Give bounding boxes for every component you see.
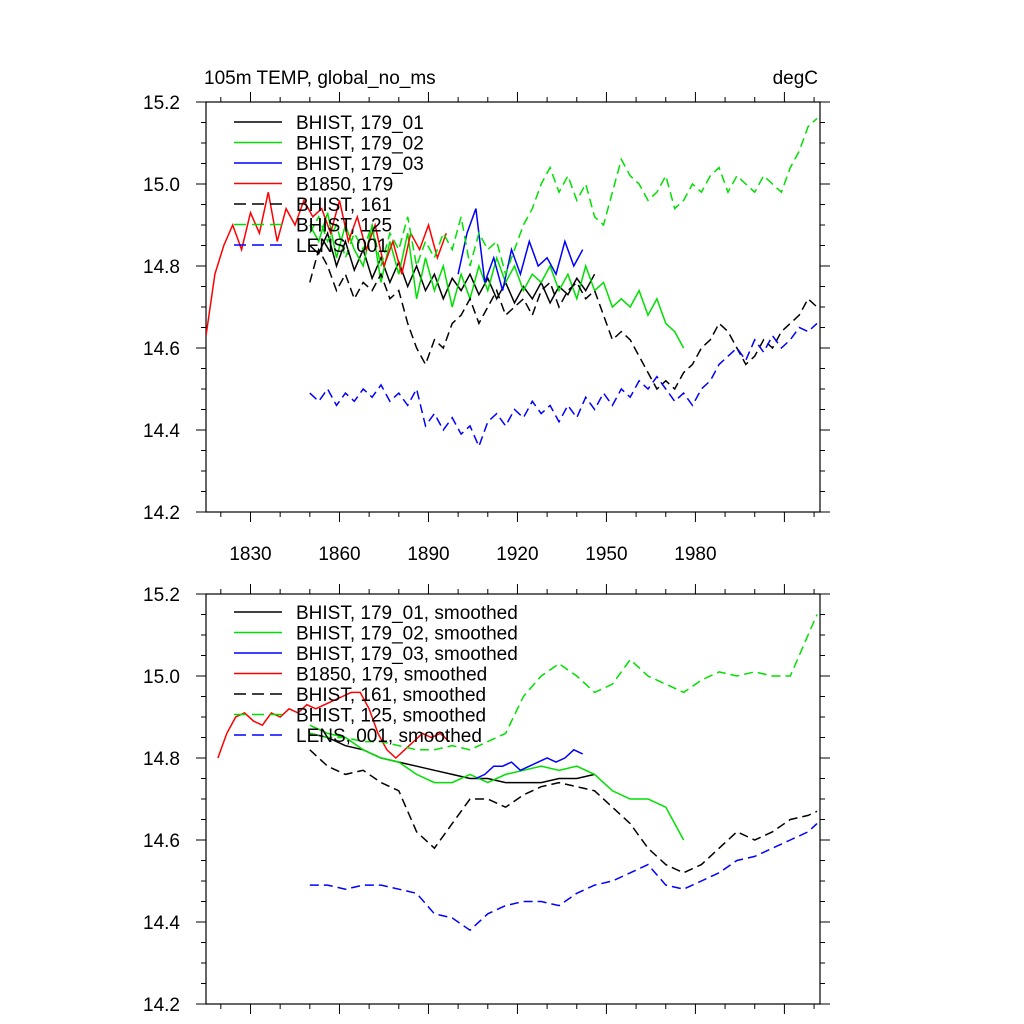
legend-label: BHIST, 179_03, smoothed <box>296 644 518 665</box>
series-line-5 <box>309 117 818 277</box>
series-line-0 <box>309 732 595 784</box>
series-line-3 <box>217 691 450 760</box>
y-tick-label: 14.8 <box>143 749 180 770</box>
x-tick-label: 1920 <box>496 544 538 565</box>
legend-label: BHIST, 179_02 <box>296 134 424 155</box>
legend-label: BHIST, 179_01, smoothed <box>296 603 518 624</box>
series-line-2 <box>457 208 584 291</box>
legend-label: BHIST, 161, smoothed <box>296 685 486 706</box>
y-tick-label: 14.2 <box>143 995 180 1016</box>
y-tick-label: 15.0 <box>143 175 180 196</box>
x-tick-label: 1980 <box>674 544 716 565</box>
y-tick-label: 14.6 <box>143 339 180 360</box>
y-tick-label: 15.2 <box>143 585 180 606</box>
legend-label: LENS, 001, smoothed <box>296 726 482 747</box>
series-line-1 <box>309 724 685 841</box>
x-tick-label: 1950 <box>585 544 627 565</box>
legend-label: BHIST, 125, smoothed <box>296 706 486 727</box>
y-tick-label: 14.8 <box>143 257 180 278</box>
units-label: degC <box>773 68 818 89</box>
top-panel: 1830 1860 1890 1920 1950 1980 14.2 14.4 14.6 14.8… <box>143 68 830 565</box>
legend-label: LENS, 001 <box>296 236 388 257</box>
series-line-6 <box>309 823 818 932</box>
series-line-3 <box>206 192 448 336</box>
y-tick-label: 15.0 <box>143 667 180 688</box>
series-line-4 <box>309 247 818 391</box>
series-line-4 <box>309 749 818 874</box>
legend-label: BHIST, 179_02, smoothed <box>296 624 518 645</box>
series-line-5 <box>309 614 818 751</box>
legend-label: BHIST, 179_01 <box>296 113 424 134</box>
legend-label: BHIST, 125 <box>296 216 392 237</box>
chart-title: 105m TEMP, global_no_ms <box>204 68 436 89</box>
y-tick-label: 14.4 <box>143 421 180 442</box>
series-line-2 <box>475 748 584 780</box>
y-tick-label: 14.6 <box>143 831 180 852</box>
y-tick-label: 14.2 <box>143 503 180 524</box>
x-tick-label: 1890 <box>407 544 449 565</box>
x-tick-label: 1860 <box>318 544 360 565</box>
legend-label: B1850, 179 <box>296 175 393 196</box>
legend-label: BHIST, 161 <box>296 195 392 216</box>
series-line-0 <box>309 230 596 305</box>
legend-label: B1850, 179, smoothed <box>296 665 487 686</box>
y-tick-label: 15.2 <box>143 93 180 114</box>
bottom-panel: 14.2 14.4 14.6 14.8 15.0 15.2 BHIST, 179_01, s… <box>143 584 830 1016</box>
y-tick-label: 14.4 <box>143 913 180 934</box>
series-line-6 <box>309 322 818 449</box>
x-tick-label: 1830 <box>229 544 271 565</box>
legend-label: BHIST, 179_03 <box>296 154 424 175</box>
